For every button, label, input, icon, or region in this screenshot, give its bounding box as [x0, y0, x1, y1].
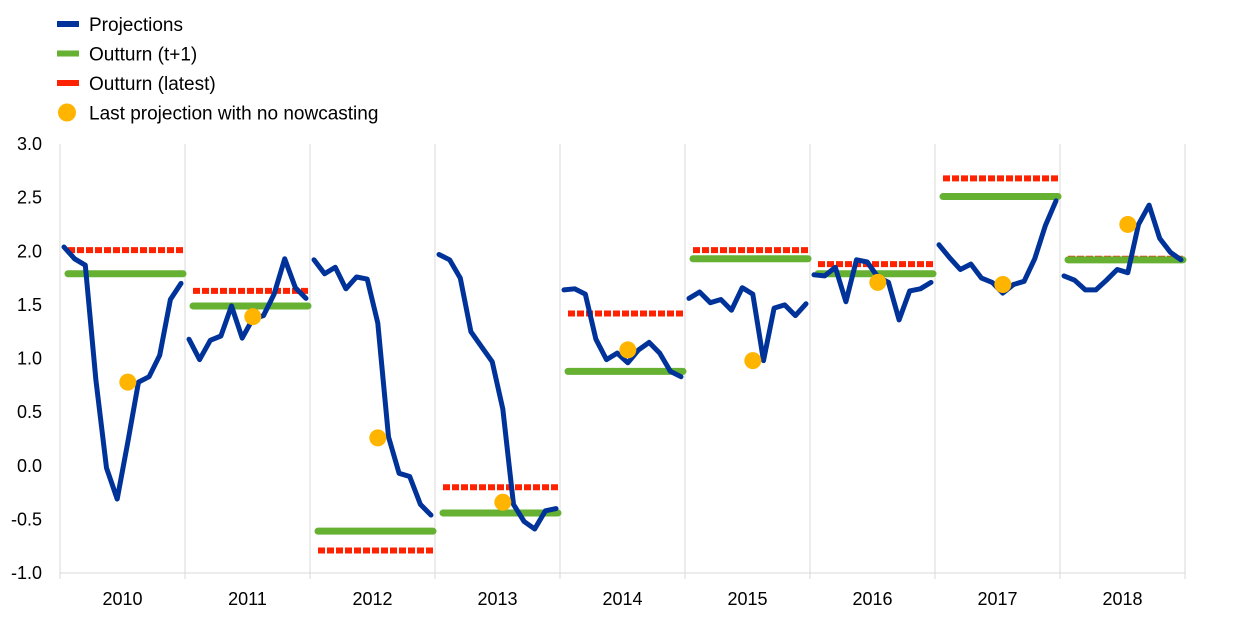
projections-line-2015 — [686, 285, 809, 364]
y-tick-label: -1.0 — [11, 563, 42, 583]
last-projection-point-2010 — [119, 373, 137, 391]
x-tick-label-2011: 2011 — [228, 589, 267, 609]
y-tick-label: 1.0 — [17, 349, 42, 369]
x-tick-label-2012: 2012 — [352, 589, 392, 609]
y-tick-label: -0.5 — [11, 509, 42, 529]
axes — [59, 144, 1186, 579]
grid — [184, 144, 1061, 573]
legend-outturn-t-1-swatch — [57, 50, 79, 57]
legend: Projections Outturn (t+1) Outturn (latest)… — [57, 15, 378, 125]
x-tick-label-2015: 2015 — [727, 589, 767, 609]
legend-last-projection-with-no-nowcasting-label: Last projection with no nowcasting — [89, 104, 378, 125]
y-tick-label: 2.5 — [17, 188, 42, 208]
projections-line-2014 — [561, 286, 684, 380]
projections-line-2011 — [186, 256, 309, 363]
y-tick-label: 1.5 — [17, 295, 42, 315]
last-projection-point-2013 — [494, 493, 512, 511]
y-tick-label: 0.5 — [17, 402, 42, 422]
y-tick-label: 0.0 — [17, 456, 42, 476]
projections-line-2016 — [811, 257, 934, 323]
legend-outturn-latest-swatch — [57, 80, 79, 86]
legend-projections-swatch — [57, 21, 79, 27]
projections-line-2013 — [436, 252, 559, 532]
legend-last-projection-with-no-nowcasting-swatch — [58, 103, 76, 122]
outturn-latest-series — [68, 175, 1183, 554]
x-tick-label-2018: 2018 — [1102, 589, 1142, 609]
last-projection-series — [119, 215, 1137, 511]
last-projection-point-2014 — [619, 341, 637, 359]
projections-line-2010 — [61, 244, 184, 502]
last-projection-point-2015 — [744, 352, 762, 370]
x-tick-labels: 2010 2011 2012 2013 2014 2015 2016 2017 2018 — [102, 589, 1142, 609]
x-tick-label-2014: 2014 — [602, 589, 642, 609]
projections-line-2012 — [311, 257, 434, 518]
y-tick-label: 3.0 — [17, 134, 42, 154]
last-projection-point-2011 — [244, 308, 262, 326]
projections-line-2018 — [1061, 202, 1184, 293]
projections-series — [61, 198, 1184, 532]
last-projection-point-2018 — [1119, 215, 1137, 233]
legend-outturn-t-1-label: Outturn (t+1) — [89, 45, 197, 66]
x-tick-label-2017: 2017 — [977, 589, 1017, 609]
last-projection-point-2012 — [369, 429, 387, 447]
x-tick-label-2016: 2016 — [852, 589, 892, 609]
last-projection-point-2017 — [994, 275, 1012, 293]
legend-outturn-latest-label: Outturn (latest) — [89, 74, 216, 95]
y-tick-labels: 3.0 2.5 2.0 1.5 1.0 0.5 0.0 -0.5 -1.0 — [11, 134, 42, 583]
legend-projections-label: Projections — [89, 15, 183, 36]
x-tick-label-2010: 2010 — [102, 589, 142, 609]
y-tick-label: 2.0 — [17, 241, 42, 261]
last-projection-point-2016 — [869, 273, 887, 291]
x-tick-label-2013: 2013 — [477, 589, 517, 609]
